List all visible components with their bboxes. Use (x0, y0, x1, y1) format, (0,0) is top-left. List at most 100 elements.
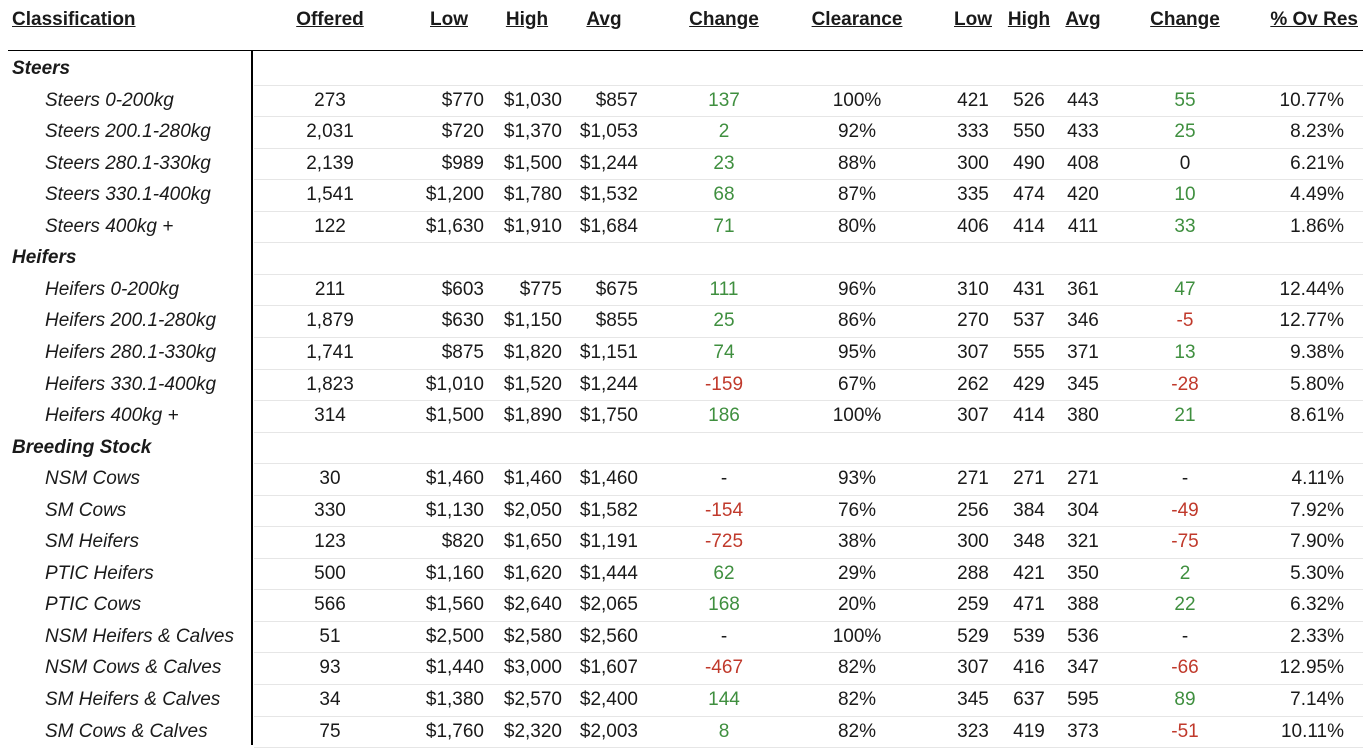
cell-clearance: 86% (837, 310, 877, 332)
row-label: Heifers 330.1-400kg (45, 373, 217, 395)
cell-low: $1,010 (425, 373, 484, 395)
cell-clearance: 82% (837, 689, 877, 710)
cell-change-ckg: 10 (1174, 184, 1196, 206)
row-separator (254, 116, 1363, 117)
cell-low-ckg: 345 (957, 689, 989, 710)
row-label: NSM Heifers & Calves (45, 625, 234, 647)
cell-clearance: 29% (837, 562, 877, 584)
cell-low: $2,500 (425, 625, 484, 647)
row-separator (254, 400, 1363, 401)
header-low[interactable]: Low (430, 9, 468, 30)
cell-high-ckg: 421 (1013, 562, 1045, 584)
header-ov-res[interactable]: % Ov Res (1270, 9, 1358, 30)
row-label: NSM Cows & Calves (45, 657, 222, 679)
cell-offered: 2,031 (306, 121, 354, 143)
header-high-ckg[interactable]: High (1007, 9, 1051, 30)
row-label: SM Heifers (45, 531, 139, 553)
cell-change: -159 (704, 373, 744, 395)
cell-low: $1,130 (425, 499, 484, 521)
cell-change: -725 (704, 531, 744, 553)
cell-offered: 51 (319, 625, 341, 647)
cell-clearance: 82% (837, 657, 877, 679)
cell-change: 23 (713, 152, 735, 174)
header-clearance[interactable]: Clearance (811, 9, 903, 30)
row-label: Steers 330.1-400kg (45, 184, 211, 206)
cell-high: $2,320 (503, 720, 562, 742)
cell-low-ckg: 421 (957, 89, 989, 111)
cell-high: $3,000 (503, 657, 562, 679)
cell-offered: 330 (314, 499, 346, 521)
cell-high-ckg: 471 (1013, 594, 1045, 616)
header-change-ckg[interactable]: Change (1150, 9, 1220, 30)
cell-avg-ckg: 433 (1067, 121, 1099, 143)
section-heading: Heifers (12, 247, 77, 269)
cell-low-ckg: 335 (957, 184, 989, 206)
cell-change-ckg: - (1181, 625, 1189, 647)
cell-clearance: 80% (837, 215, 877, 237)
header-change[interactable]: Change (689, 9, 759, 30)
cell-high-ckg: 414 (1013, 215, 1045, 237)
cell-low-ckg: 271 (957, 468, 989, 490)
cell-high: $1,650 (503, 531, 562, 553)
cell-offered: 211 (314, 278, 346, 300)
cell-clearance: 92% (837, 121, 877, 143)
cell-avg-ckg: 371 (1067, 341, 1099, 363)
row-label: Heifers 280.1-330kg (45, 341, 217, 363)
cell-avg-ckg: 411 (1067, 215, 1099, 237)
cell-high-ckg: 416 (1013, 657, 1045, 679)
cell-clearance: 95% (837, 341, 877, 363)
cell-low: $1,460 (425, 468, 484, 490)
row-separator (254, 274, 1363, 275)
cell-change-ckg: 0 (1179, 152, 1191, 174)
cell-avg-ckg: 346 (1067, 310, 1099, 332)
cell-change: 25 (713, 310, 735, 332)
row-separator (254, 463, 1363, 464)
cell-high: $2,570 (503, 689, 562, 710)
row-label: SM Heifers & Calves (45, 689, 221, 710)
cell-offered: 34 (319, 689, 341, 710)
cell-avg-ckg: 536 (1067, 625, 1099, 647)
row-label: Steers 200.1-280kg (45, 121, 211, 143)
cell-offered: 566 (314, 594, 346, 616)
cell-change-ckg: -66 (1171, 657, 1199, 679)
cell-avg-ckg: 388 (1067, 594, 1099, 616)
cell-ov-res: 1.86% (1290, 215, 1344, 237)
cell-change: 137 (708, 89, 740, 111)
cell-ov-res: 12.44% (1279, 278, 1344, 300)
cell-high-ckg: 429 (1013, 373, 1045, 395)
row-label: PTIC Heifers (45, 562, 154, 584)
header-low-ckg[interactable]: Low (954, 9, 992, 30)
cell-change: 62 (713, 562, 735, 584)
cell-high: $2,050 (503, 499, 562, 521)
row-separator (254, 589, 1363, 590)
cell-ov-res: 5.30% (1290, 562, 1344, 584)
row-label: SM Cows (45, 499, 127, 521)
cell-avg-ckg: 373 (1067, 720, 1099, 742)
cell-avg: $2,400 (579, 689, 638, 710)
cell-low: $630 (441, 310, 484, 332)
cell-high: $1,370 (503, 121, 562, 143)
header-classification[interactable]: Classification (12, 9, 136, 30)
header-avg-ckg[interactable]: Avg (1065, 9, 1101, 30)
header-high[interactable]: High (505, 9, 549, 30)
cell-avg: $1,607 (579, 657, 638, 679)
cell-clearance: 67% (837, 373, 877, 395)
header-avg[interactable]: Avg (586, 9, 622, 30)
cell-avg: $857 (595, 89, 638, 111)
row-label: SM Cows & Calves (45, 720, 208, 742)
row-separator (254, 148, 1363, 149)
cell-high-ckg: 419 (1013, 720, 1045, 742)
row-label: Heifers 0-200kg (45, 278, 180, 300)
cell-avg: $1,151 (579, 341, 638, 363)
cell-change-ckg: -5 (1176, 310, 1194, 332)
cell-high: $1,890 (503, 405, 562, 427)
cell-change: 111 (709, 278, 739, 300)
cell-change: 168 (708, 594, 740, 616)
cell-high-ckg: 474 (1013, 184, 1045, 206)
cell-ov-res: 10.11% (1280, 720, 1344, 742)
cell-low-ckg: 310 (957, 278, 989, 300)
header-offered[interactable]: Offered (296, 9, 364, 30)
cell-low-ckg: 288 (957, 562, 989, 584)
cell-ov-res: 5.80% (1290, 373, 1344, 395)
cell-avg-ckg: 271 (1067, 468, 1099, 490)
